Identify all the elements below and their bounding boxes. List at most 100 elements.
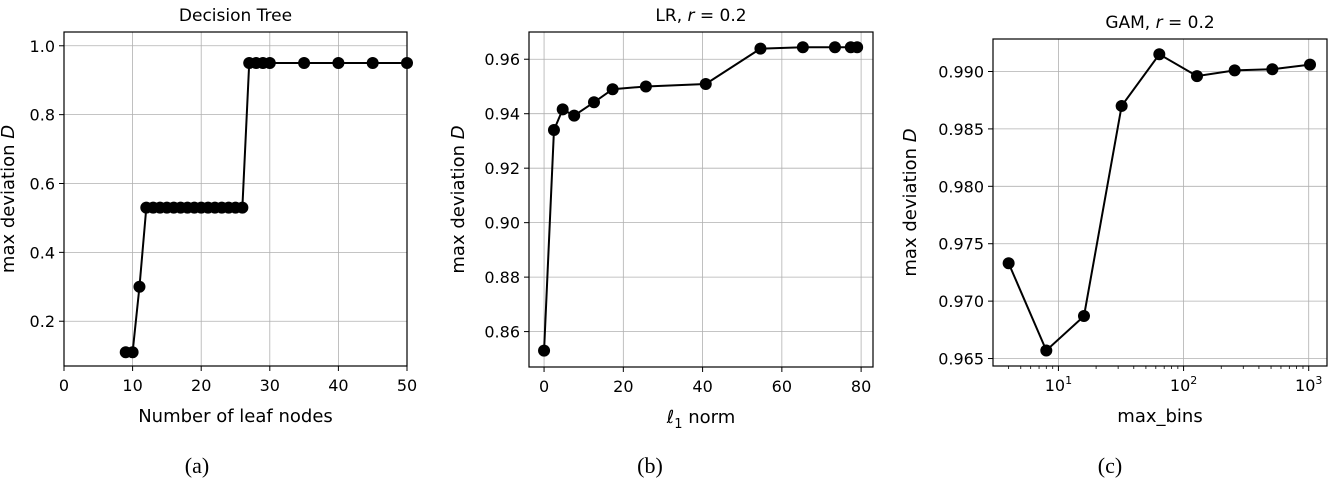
y-axis-label: max deviation D bbox=[0, 125, 19, 273]
x-tick-label-base: 10 bbox=[1045, 376, 1065, 395]
y-tick-label: 0.90 bbox=[484, 214, 520, 233]
chart-title: GAM, r = 0.2 bbox=[1105, 13, 1214, 33]
data-point bbox=[298, 56, 311, 69]
chart-title: LR, r = 0.2 bbox=[655, 6, 746, 26]
data-point bbox=[606, 83, 619, 96]
data-point bbox=[1266, 63, 1279, 76]
data-point bbox=[332, 56, 345, 69]
data-point bbox=[1190, 70, 1203, 83]
data-point bbox=[366, 56, 379, 69]
x-tick-label-exponent: 2 bbox=[1190, 374, 1197, 387]
x-tick-label: 80 bbox=[851, 377, 871, 396]
x-tick-label: 60 bbox=[772, 377, 792, 396]
y-tick-label: 0.990 bbox=[938, 62, 984, 81]
ylabel-symbol: D bbox=[900, 128, 921, 142]
data-point bbox=[1304, 58, 1317, 71]
y-tick-label: 0.970 bbox=[938, 292, 984, 311]
data-point bbox=[568, 109, 581, 122]
data-point bbox=[126, 346, 139, 359]
y-axis-label: max deviation D bbox=[448, 125, 469, 273]
x-tick-label: 101 bbox=[1045, 374, 1072, 395]
title-part: r bbox=[1156, 13, 1164, 33]
panel-caption: (a) bbox=[185, 453, 209, 478]
x-tick-label-base: 10 bbox=[1170, 376, 1190, 395]
data-point bbox=[796, 41, 809, 54]
y-tick-label: 0.88 bbox=[484, 268, 520, 287]
data-point bbox=[263, 56, 276, 69]
x-tick-label: 40 bbox=[692, 377, 712, 396]
ylabel-part: max deviation bbox=[0, 139, 19, 273]
data-point bbox=[828, 41, 841, 54]
xlabel-subscript: 1 bbox=[674, 417, 682, 432]
x-tick-label: 0 bbox=[539, 377, 549, 396]
x-tick-label: 103 bbox=[1295, 374, 1322, 395]
data-point bbox=[556, 103, 569, 116]
y-tick-label: 0.985 bbox=[938, 120, 984, 139]
x-tick-label-base: 10 bbox=[1295, 376, 1315, 395]
y-tick-label: 0.980 bbox=[938, 177, 984, 196]
axes-frame bbox=[528, 31, 874, 368]
y-tick-label: 0.4 bbox=[30, 243, 55, 262]
title-part: = 0.2 bbox=[1163, 13, 1215, 33]
x-tick-label: 0 bbox=[59, 376, 69, 395]
y-tick-label: 0.6 bbox=[30, 175, 55, 194]
x-tick-label: 102 bbox=[1170, 374, 1197, 395]
panel-caption: (c) bbox=[1098, 453, 1122, 478]
data-point bbox=[587, 96, 600, 109]
y-tick-label: 0.94 bbox=[484, 105, 520, 124]
data-point bbox=[699, 78, 712, 91]
y-axis-label: max deviation D bbox=[900, 128, 921, 276]
ylabel-symbol: D bbox=[0, 125, 19, 139]
y-tick-label: 0.8 bbox=[30, 106, 55, 125]
x-tick-label: 20 bbox=[191, 376, 211, 395]
data-point bbox=[236, 201, 249, 214]
title-part: LR, bbox=[655, 6, 687, 26]
data-point bbox=[754, 42, 767, 55]
data-point bbox=[1115, 99, 1128, 112]
x-axis-label: ℓ1 norm bbox=[666, 407, 735, 432]
y-tick-label: 0.2 bbox=[30, 312, 55, 331]
title-part: r bbox=[688, 6, 696, 26]
ylabel-symbol: D bbox=[448, 125, 469, 139]
x-tick-label: 40 bbox=[328, 376, 348, 395]
y-tick-label: 0.96 bbox=[484, 50, 520, 69]
x-tick-label: 50 bbox=[397, 376, 417, 395]
x-axis-label: max_bins bbox=[1117, 406, 1202, 427]
axes-frame bbox=[992, 38, 1328, 367]
xlabel-part: ℓ bbox=[666, 407, 674, 428]
y-tick-label: 0.86 bbox=[484, 323, 520, 342]
panel-caption: (b) bbox=[637, 453, 663, 478]
title-part: = 0.2 bbox=[695, 6, 747, 26]
chart-title: Decision Tree bbox=[179, 6, 292, 26]
panel-c: 101 102 1030.9650.9700.9750.9800.9850.990G… bbox=[900, 13, 1328, 478]
ylabel-part: max deviation bbox=[448, 139, 469, 273]
panel-a: 0 10 20 30 40 50 0.2 0.4 0.6 0.8 1.0 Decision Tree N… bbox=[0, 6, 417, 478]
y-tick-label: 0.975 bbox=[938, 235, 984, 254]
xlabel-part: norm bbox=[682, 407, 735, 428]
data-point bbox=[851, 41, 864, 54]
panel-b: 0 20 40 60 80 0.86 0.88 0.90 0.92 0.94 0.96 LR, r =… bbox=[448, 6, 874, 478]
y-tick-label: 0.965 bbox=[938, 350, 984, 369]
data-point bbox=[133, 280, 146, 293]
x-tick-label: 10 bbox=[122, 376, 142, 395]
title-part: GAM, bbox=[1105, 13, 1155, 33]
data-point bbox=[1077, 310, 1090, 323]
series-line bbox=[543, 46, 858, 351]
x-tick-label: 30 bbox=[260, 376, 280, 395]
x-axis-label: Number of leaf nodes bbox=[138, 406, 333, 427]
data-point bbox=[1002, 257, 1015, 270]
x-tick-label-exponent: 1 bbox=[1065, 374, 1072, 387]
y-tick-label: 0.92 bbox=[484, 159, 520, 178]
data-point bbox=[547, 124, 560, 137]
x-tick-label: 20 bbox=[613, 377, 633, 396]
y-tick-label: 1.0 bbox=[30, 37, 55, 56]
axes-frame bbox=[63, 31, 408, 367]
data-point bbox=[639, 80, 652, 93]
data-point bbox=[538, 344, 551, 357]
data-point bbox=[1153, 48, 1166, 61]
ylabel-part: max deviation bbox=[900, 142, 921, 276]
data-point bbox=[1228, 64, 1241, 77]
series-line bbox=[1007, 52, 1311, 353]
x-tick-label-exponent: 3 bbox=[1315, 374, 1322, 387]
